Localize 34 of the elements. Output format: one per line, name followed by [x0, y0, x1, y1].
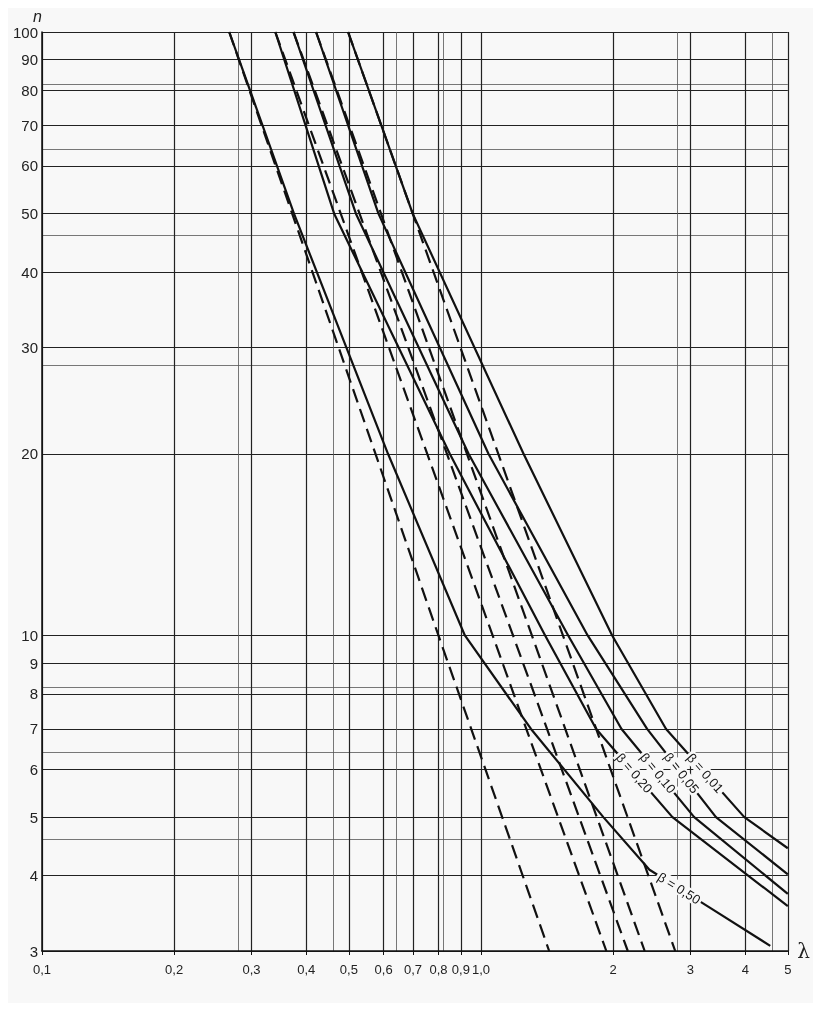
y-tick-label: 40: [21, 263, 38, 281]
x-tick-label: 0,6: [374, 961, 393, 977]
y-axis-title: n: [33, 8, 43, 26]
x-tick-label: 0,2: [165, 961, 184, 977]
y-tick-label: 80: [21, 81, 38, 99]
y-tick-label: 7: [29, 720, 38, 738]
x-tick-label: 5: [784, 961, 792, 977]
y-tick-label: 60: [21, 157, 38, 175]
y-tick-label: 9: [29, 654, 38, 672]
y-tick-label: 70: [21, 116, 38, 134]
y-tick-label: 4: [29, 867, 38, 885]
x-tick-label: 1,0: [471, 961, 491, 977]
y-tick-label: 30: [21, 339, 38, 357]
x-tick-label: 2: [609, 961, 617, 977]
y-tick-label: 50: [21, 205, 38, 223]
x-tick-label: 0,4: [297, 961, 316, 977]
x-tick-label: 4: [741, 961, 749, 977]
y-tick-label: 100: [12, 23, 38, 41]
x-tick-label: 0,8: [429, 961, 448, 977]
y-tick-label: 5: [29, 808, 38, 826]
x-tick-label: 0,9: [451, 961, 470, 977]
text: β = 0,50: [654, 869, 704, 908]
y-tick-label: 6: [29, 760, 38, 778]
x-tick-label: 0,7: [403, 961, 423, 977]
x-tick-label: 0,5: [339, 961, 358, 977]
y-tick-label: 3: [29, 942, 38, 960]
y-tick-label: 10: [21, 626, 38, 644]
x-axis-title: λ: [797, 939, 811, 963]
y-tick-label: 20: [21, 445, 38, 463]
y-tick-label: 90: [21, 51, 38, 69]
x-tick-label: 3: [686, 961, 695, 977]
x-tick-label: 0,1: [32, 961, 52, 977]
y-tick-label: 8: [29, 685, 38, 703]
x-tick-label: 0,3: [242, 961, 261, 977]
